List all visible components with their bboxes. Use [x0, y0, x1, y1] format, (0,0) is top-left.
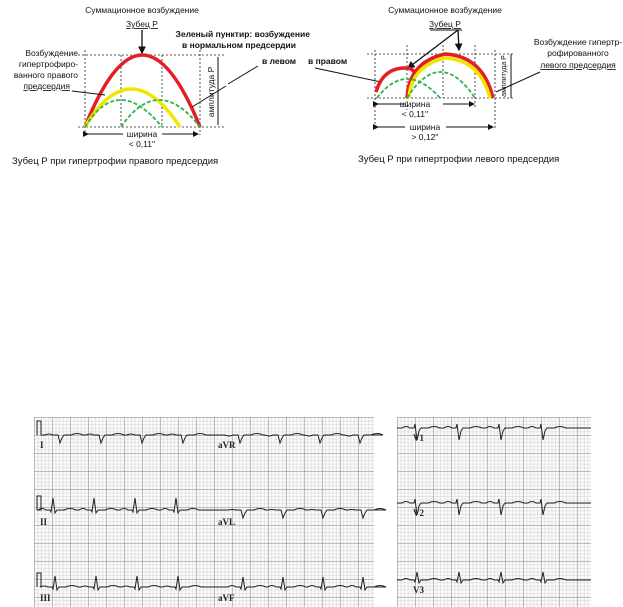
summation-title: Суммационное возбуждение: [388, 5, 502, 15]
ecg-chest-leads-panel: [397, 417, 591, 607]
ecg-trace-III: [36, 572, 210, 592]
svg-text:ширина: ширина: [400, 99, 431, 109]
ecg-trace-aVR: [210, 433, 384, 445]
normal-left-curve: [406, 71, 476, 99]
summation-title: Суммационное возбуждение: [85, 5, 199, 15]
amplitude-label: амплитуда Р: [501, 55, 508, 97]
summation-curve: [83, 53, 202, 128]
lead-label-V1: V1: [413, 433, 424, 443]
summation-curve: [405, 52, 495, 99]
lead-label-I: I: [40, 440, 44, 450]
svg-text:Возбуждение гипертр-: Возбуждение гипертр-: [534, 37, 622, 47]
hypertrophy-label: Возбуждение гипертр- рофированного левог…: [534, 37, 622, 70]
svg-text:Зеленый пунктир: возбуждение: Зеленый пунктир: возбуждение: [176, 29, 311, 39]
ecg-trace-V2: [397, 498, 591, 516]
lead-label-V3: V3: [413, 585, 424, 595]
lead-label-III: III: [40, 593, 51, 603]
lead-label-aVF: aVF: [218, 593, 235, 603]
svg-text:рофированного: рофированного: [547, 48, 609, 58]
ecg-trace-V1: [397, 423, 591, 441]
hypertrophy-label: Возбуждение гипертрофиро- ванного правог…: [14, 48, 78, 91]
amplitude-label: амплитуда Р: [206, 66, 216, 117]
svg-text:гипертрофиро-: гипертрофиро-: [19, 59, 78, 69]
svg-text:ширина: ширина: [410, 122, 441, 132]
normal-right-curve: [376, 78, 441, 99]
in-left-label: в левом: [262, 56, 296, 66]
p-wave-title: Зубец Р: [126, 19, 158, 29]
normal-right-curve: [84, 99, 163, 128]
width-value: < 0,11'': [129, 139, 156, 149]
in-right-label: в правом: [308, 56, 347, 66]
left-caption: Зубец Р при гипертрофии правого предсерд…: [12, 156, 218, 167]
svg-text:в нормальном предсердии: в нормальном предсердии: [182, 40, 296, 50]
lead-label-II: II: [40, 517, 48, 527]
lead-label-aVL: aVL: [218, 517, 236, 527]
svg-text:> 0,12'': > 0,12'': [411, 132, 438, 142]
ecg-trace-aVL: [210, 508, 387, 520]
right-caption: Зубец Р при гипертрофии левого предсерди…: [358, 154, 559, 165]
ecg-trace-V3: [397, 571, 591, 585]
ecg-trace-II: [36, 495, 210, 515]
width-label: ширина: [127, 129, 158, 139]
svg-text:ванного правого: ванного правого: [14, 70, 78, 80]
left-atrial-hypertrophy-diagram: Суммационное возбуждение Зубец Р амплиту…: [358, 5, 622, 165]
p-wave-title: Зубец Р: [429, 19, 461, 29]
normal-left-curve: [120, 99, 201, 128]
svg-text:< 0,11'': < 0,11'': [402, 109, 429, 119]
ecg-trace-I: [36, 420, 210, 445]
ecg-limb-leads-panel: [34, 417, 374, 607]
summation-curve-small: [374, 66, 416, 93]
lead-label-aVR: aVR: [218, 440, 236, 450]
svg-text:левого предсердия: левого предсердия: [540, 60, 616, 70]
label-pointer: [71, 90, 106, 96]
p-wave-diagrams: Суммационное возбуждение Зубец Р Возбужд…: [12, 5, 622, 167]
lead-label-V2: V2: [413, 508, 424, 518]
svg-text:предсердия: предсердия: [23, 81, 70, 91]
green-dashed-note: Зеленый пунктир: возбуждение в нормально…: [176, 29, 382, 108]
ecg-trace-aVF: [210, 576, 387, 592]
svg-text:Возбуждение: Возбуждение: [25, 48, 78, 58]
